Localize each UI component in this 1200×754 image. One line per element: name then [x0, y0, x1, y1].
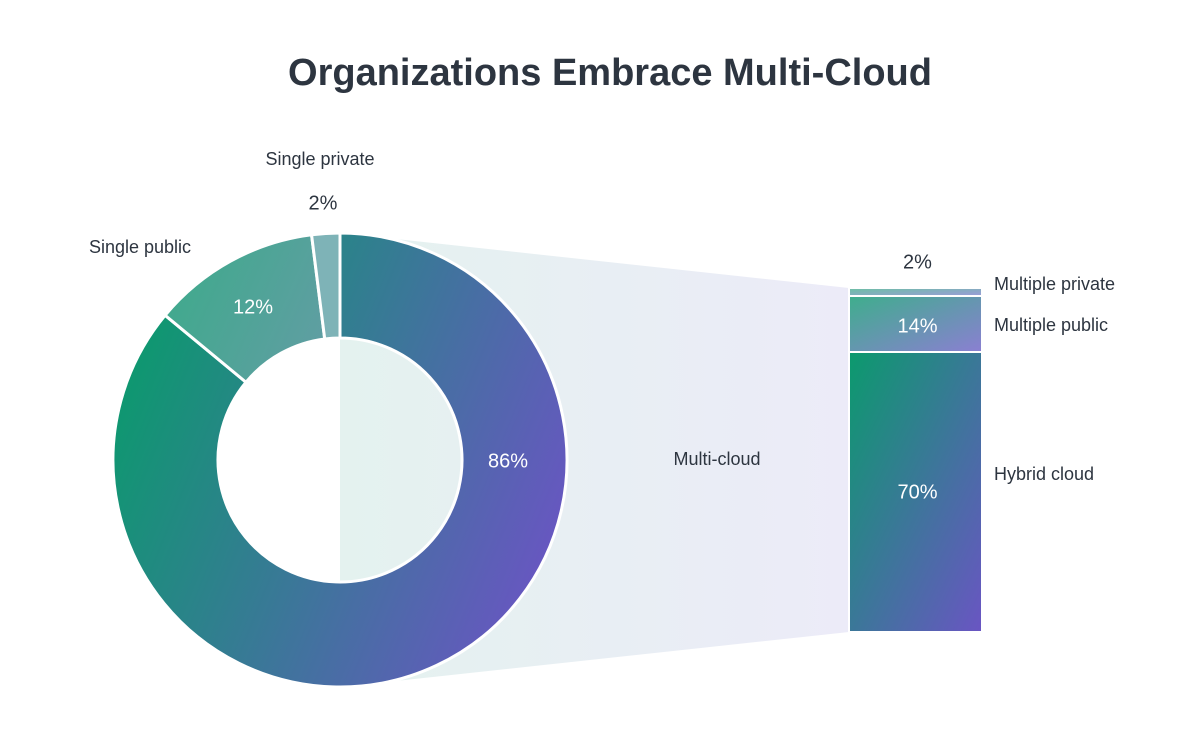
category-label: Single public: [89, 237, 191, 257]
chart-title: Organizations Embrace Multi-Cloud: [288, 52, 932, 94]
value-label: 14%: [897, 315, 937, 337]
category-label: Hybrid cloud: [994, 464, 1094, 484]
bar-segment: [848, 351, 983, 633]
category-label: Single private: [265, 149, 374, 169]
value-label: 12%: [233, 296, 273, 318]
value-label: 2%: [903, 251, 932, 273]
value-label: 86%: [488, 450, 528, 472]
category-label: Multiple public: [994, 315, 1108, 335]
donut-slice: [309, 231, 342, 341]
category-label: Multiple private: [994, 274, 1115, 294]
bar-segment: [848, 287, 983, 297]
category-label: Multi-cloud: [673, 449, 760, 469]
value-label: 2%: [309, 192, 338, 214]
value-label: 70%: [897, 481, 937, 503]
donut-slice: [111, 231, 569, 689]
